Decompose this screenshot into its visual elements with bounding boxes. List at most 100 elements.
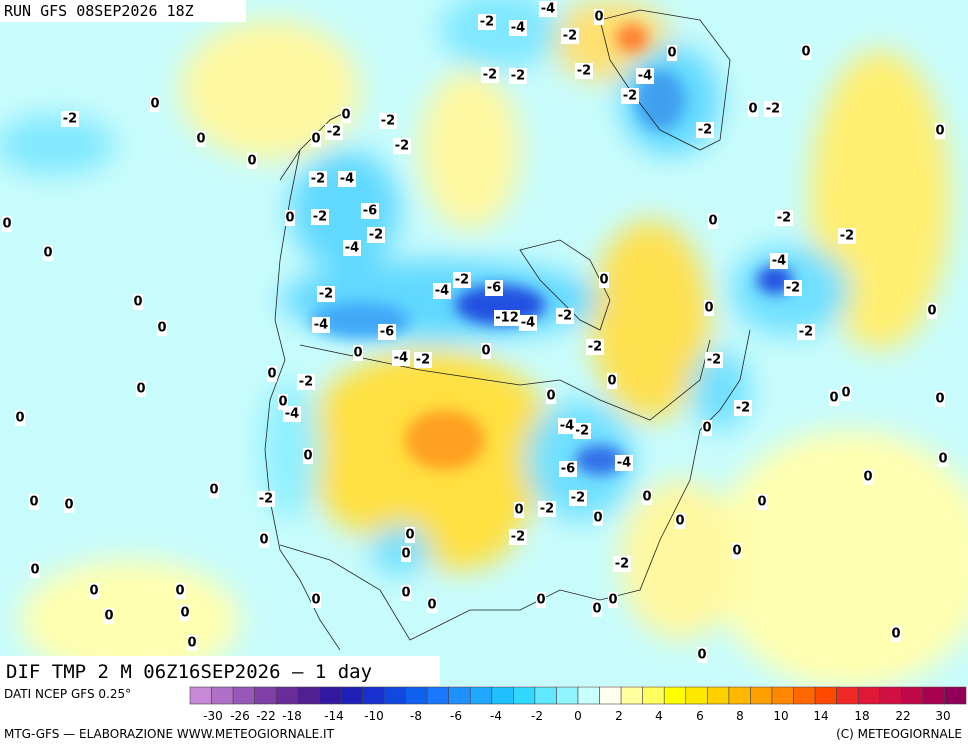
colorbar-box xyxy=(340,686,363,705)
contour-label-bg xyxy=(863,469,873,485)
contour-label-bg xyxy=(748,101,758,117)
contour-label-bg xyxy=(343,240,361,256)
contour-label-bg xyxy=(667,45,677,61)
contour-label: -2 xyxy=(395,139,409,154)
contour-label: -4 xyxy=(340,172,354,187)
contour-label: 0 xyxy=(89,584,98,599)
contour-label: 0 xyxy=(757,495,766,510)
contour-label-bg xyxy=(257,491,275,507)
contour-label-bg xyxy=(30,562,40,578)
contour-label-bg xyxy=(311,592,321,608)
colorbar-label: 2 xyxy=(615,709,623,723)
contour-label: 0 xyxy=(136,382,145,397)
contour-label-bg xyxy=(592,601,602,617)
contour-label: 0 xyxy=(607,374,616,389)
contour-label: 0 xyxy=(401,547,410,562)
colorbar-box xyxy=(663,686,687,705)
contour-label-bg xyxy=(705,352,723,368)
contour-label-bg xyxy=(829,390,839,406)
colorbar-box xyxy=(944,686,967,705)
contour-label-bg xyxy=(621,88,639,104)
colorbar-label: 22 xyxy=(895,709,910,723)
contour-label: -4 xyxy=(435,284,449,299)
contour-label: -2 xyxy=(799,325,813,340)
contour-label-bg xyxy=(325,124,343,140)
contour-label-bg xyxy=(89,583,99,599)
contour-label-bg xyxy=(427,597,437,613)
colorbar-label: -4 xyxy=(490,709,502,723)
contour-label: 0 xyxy=(311,132,320,147)
colorbar-box xyxy=(469,686,493,705)
contour-label-bg xyxy=(414,352,432,368)
contour-label-bg xyxy=(764,101,782,117)
contour-label: -4 xyxy=(345,241,359,256)
colorbar-box xyxy=(513,686,536,705)
colorbar-box xyxy=(685,686,708,705)
colorbar-box xyxy=(275,686,299,705)
contour-label: 0 xyxy=(303,449,312,464)
contour-label-bg xyxy=(64,497,74,513)
colorbar-box xyxy=(189,686,212,705)
contour-label: -4 xyxy=(285,407,299,422)
contour-label: -2 xyxy=(511,530,525,545)
footer-copyright: (C) METEOGIORNALE xyxy=(836,727,962,741)
contour-label: 0 xyxy=(667,46,676,61)
contour-label-bg xyxy=(104,608,114,624)
colorbar-box xyxy=(599,686,622,705)
colorbar-label: -26 xyxy=(230,709,250,723)
contour-label-bg xyxy=(481,67,499,83)
contour-label-bg xyxy=(757,494,767,510)
contour-label-bg xyxy=(297,374,315,390)
contour-label-bg xyxy=(247,153,257,169)
contour-label: -2 xyxy=(577,64,591,79)
contour-label-bg xyxy=(732,543,742,559)
contour-label: -2 xyxy=(259,492,273,507)
contour-label: 0 xyxy=(592,602,601,617)
contour-label-bg xyxy=(927,303,937,319)
colorbar-label: 10 xyxy=(773,709,788,723)
contour-label-bg xyxy=(353,345,363,361)
contour-label: -2 xyxy=(786,281,800,296)
contour-label: -2 xyxy=(455,273,469,288)
colorbar-label: 8 xyxy=(736,709,744,723)
contour-label-bg xyxy=(561,28,579,44)
contour-label: -2 xyxy=(840,229,854,244)
contour-label-bg xyxy=(309,171,327,187)
contour-label: -2 xyxy=(736,401,750,416)
contour-label: 0 xyxy=(593,511,602,526)
contour-label: -2 xyxy=(319,287,333,302)
contour-label: -2 xyxy=(707,353,721,368)
colorbar-label: 30 xyxy=(935,709,950,723)
contour-label: -6 xyxy=(363,204,377,219)
colorbar-box xyxy=(232,686,255,705)
contour-label: -2 xyxy=(63,112,77,127)
contour-label-bg xyxy=(599,272,609,288)
contour-label: 0 xyxy=(546,389,555,404)
contour-label-bg xyxy=(784,280,802,296)
contour-label: -2 xyxy=(480,15,494,30)
contour-label-bg xyxy=(536,592,546,608)
colorbar-box xyxy=(534,686,557,705)
contour-label-bg xyxy=(575,63,593,79)
contour-label-bg xyxy=(546,388,556,404)
contour-label: -2 xyxy=(698,123,712,138)
colorbar-label: -30 xyxy=(203,709,223,723)
contour-label: -2 xyxy=(313,210,327,225)
contour-label-bg xyxy=(481,343,491,359)
contour-label: 0 xyxy=(15,411,24,426)
contour-label-bg xyxy=(311,209,329,225)
contour-label-bg xyxy=(702,420,712,436)
contour-label: 0 xyxy=(259,533,268,548)
run-title: RUN GFS 08SEP2026 18Z xyxy=(4,2,194,20)
contour-label: 0 xyxy=(697,648,706,663)
contour-label-bg xyxy=(573,423,591,439)
contour-label-bg xyxy=(61,111,79,127)
contour-label: 0 xyxy=(353,346,362,361)
contour-label-bg xyxy=(935,123,945,139)
contour-label-bg xyxy=(338,171,356,187)
colorbar-box xyxy=(319,686,342,705)
contour-label-bg xyxy=(935,391,945,407)
contour-label: -4 xyxy=(560,419,574,434)
